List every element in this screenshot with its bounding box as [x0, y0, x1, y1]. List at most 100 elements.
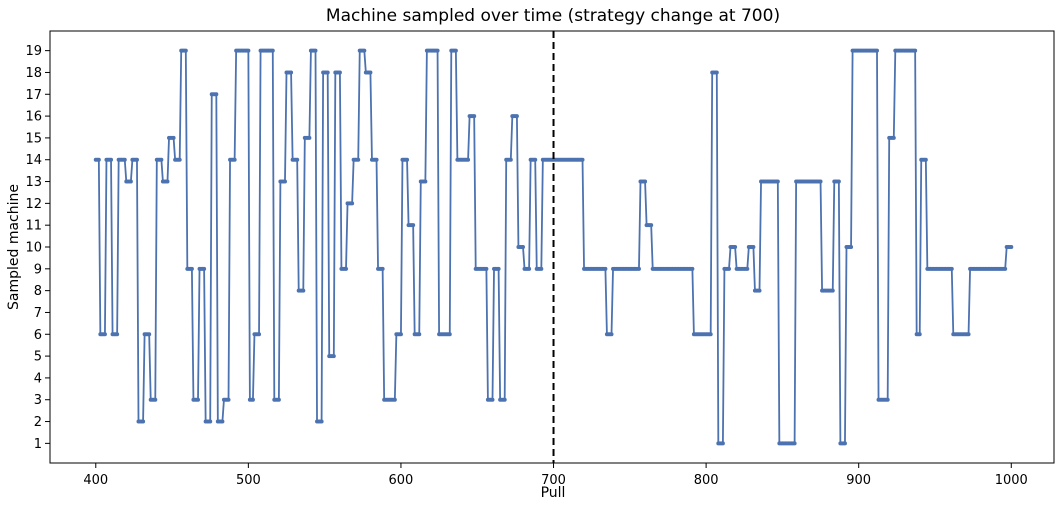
data-point — [708, 332, 713, 337]
data-point — [301, 288, 306, 293]
data-point — [690, 266, 695, 271]
data-point — [966, 332, 971, 337]
data-point — [539, 266, 544, 271]
y-tick-label: 10 — [25, 241, 42, 256]
x-axis: 400 500 600 700 800 900 1000 — [83, 463, 1028, 488]
data-point — [453, 48, 458, 53]
x-tick-label: 1000 — [995, 473, 1028, 488]
y-tick-label: 4 — [34, 371, 42, 386]
data-point — [319, 419, 324, 424]
data-point — [603, 266, 608, 271]
y-tick-label: 9 — [34, 262, 42, 277]
data-point — [775, 179, 780, 184]
data-point — [484, 266, 489, 271]
y-tick-label: 2 — [34, 415, 42, 430]
data-point — [226, 397, 231, 402]
data-point — [122, 157, 127, 162]
data-point — [109, 157, 114, 162]
data-point — [714, 70, 719, 75]
data-point — [128, 179, 133, 184]
data-point — [435, 48, 440, 53]
data-point — [527, 266, 532, 271]
data-point — [720, 441, 725, 446]
y-tick-label: 18 — [25, 66, 42, 81]
data-point — [423, 179, 428, 184]
y-tick-label: 19 — [25, 44, 42, 59]
data-point — [514, 114, 519, 119]
data-point — [836, 179, 841, 184]
data-point — [246, 48, 251, 53]
chart-title: Machine sampled over time (strategy chan… — [326, 6, 780, 26]
x-tick-label: 700 — [541, 473, 566, 488]
data-point — [134, 157, 139, 162]
data-point — [307, 135, 312, 140]
data-point — [490, 397, 495, 402]
data-point — [331, 354, 336, 359]
y-tick-label: 5 — [34, 350, 42, 365]
x-tick-label: 500 — [236, 473, 261, 488]
data-point — [1003, 266, 1008, 271]
data-point — [580, 157, 585, 162]
data-point — [917, 332, 922, 337]
data-point — [183, 48, 188, 53]
data-point — [496, 266, 501, 271]
data-point — [313, 48, 318, 53]
data-point — [885, 397, 890, 402]
data-point — [337, 70, 342, 75]
plot-frame — [49, 30, 1055, 464]
data-point — [295, 157, 300, 162]
data-point — [208, 419, 213, 424]
data-point — [792, 441, 797, 446]
y-tick-label: 15 — [25, 131, 42, 146]
data-point — [380, 266, 385, 271]
data-point — [502, 397, 507, 402]
data-point — [196, 397, 201, 402]
y-tick-label: 1 — [34, 437, 42, 452]
data-point — [411, 223, 416, 228]
data-point — [949, 266, 954, 271]
y-tick-label: 7 — [34, 306, 42, 321]
data-point — [232, 157, 237, 162]
data-point — [141, 419, 146, 424]
data-point — [923, 157, 928, 162]
data-point — [636, 266, 641, 271]
data-point — [643, 179, 648, 184]
data-point — [350, 201, 355, 206]
data-point — [1009, 245, 1014, 249]
data-point — [891, 135, 896, 140]
data-point — [398, 332, 403, 337]
data-point — [344, 266, 349, 271]
y-tick-label: 12 — [25, 197, 42, 212]
data-point — [472, 114, 477, 119]
data-point — [96, 157, 101, 162]
data-point — [609, 332, 614, 337]
y-axis-label: Sampled machine — [6, 184, 22, 310]
data-point — [849, 245, 854, 249]
data-point — [875, 48, 879, 53]
data-point — [189, 266, 194, 271]
y-tick-label: 6 — [34, 328, 42, 343]
data-point — [447, 332, 452, 337]
data-point — [115, 332, 120, 337]
y-tick-label: 11 — [25, 219, 42, 234]
y-tick-label: 13 — [25, 175, 42, 190]
data-point — [153, 397, 158, 402]
data-point — [368, 70, 373, 75]
data-point — [147, 332, 152, 337]
x-tick-label: 800 — [694, 473, 719, 488]
data-point — [727, 266, 731, 271]
series-layer — [93, 48, 1014, 446]
x-tick-label: 600 — [389, 473, 414, 488]
data-point — [745, 266, 750, 271]
data-point — [830, 288, 835, 293]
y-tick-label: 14 — [25, 153, 42, 168]
data-point — [276, 397, 281, 402]
data-point — [214, 92, 219, 97]
data-point — [751, 245, 756, 249]
data-point — [257, 332, 262, 337]
data-point — [165, 179, 170, 184]
y-tick-label: 8 — [34, 284, 42, 299]
data-point — [842, 441, 847, 446]
